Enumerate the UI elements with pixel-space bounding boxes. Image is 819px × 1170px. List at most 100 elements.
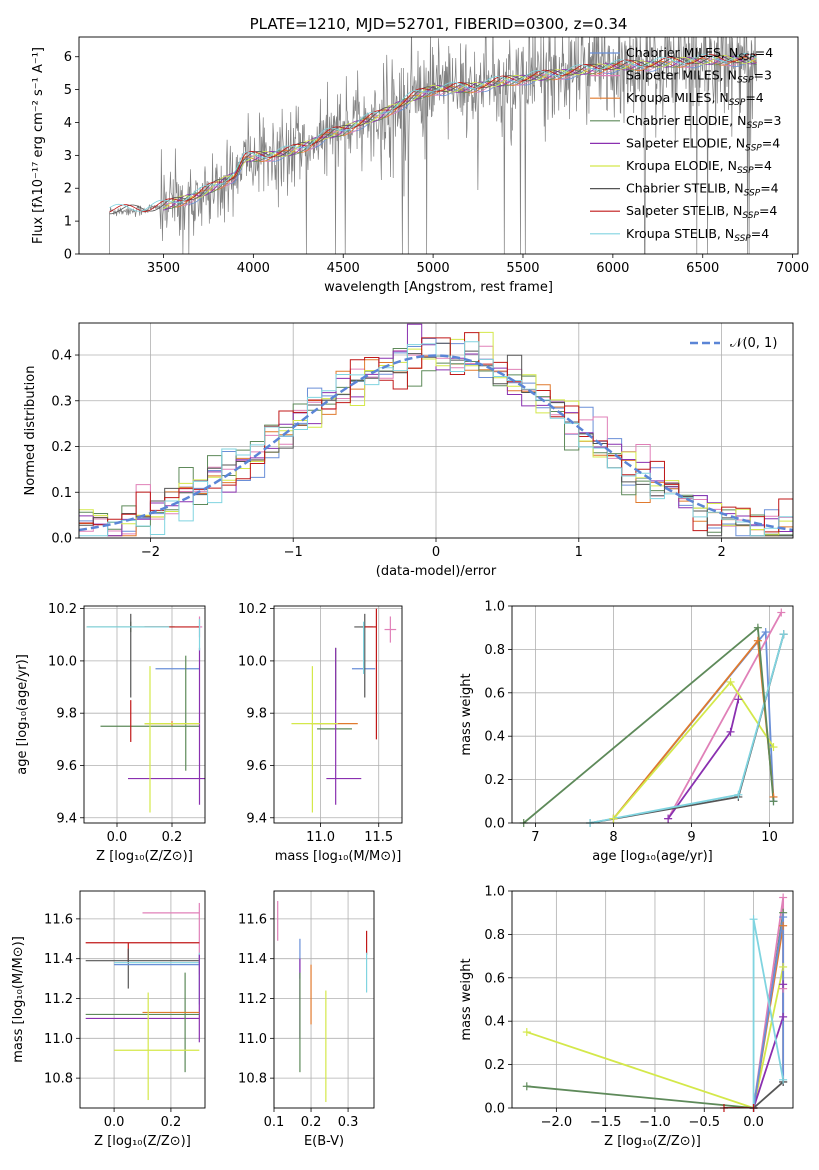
x-axis-label: wavelength [Angstrom, rest frame]	[324, 280, 553, 295]
y-tick-label: 11.4	[44, 952, 73, 967]
x-tick-label: 4500	[327, 261, 360, 276]
x-tick-label: −0.5	[688, 1115, 720, 1130]
legend-entry: Kroupa STELIB, NSSP=4	[626, 226, 769, 244]
axes-frame	[511, 890, 794, 1109]
data-spectrum-line	[109, 37, 758, 254]
y-tick-label: 1.0	[484, 885, 505, 900]
x-tick-label: −1.5	[590, 1115, 622, 1130]
series-line	[612, 680, 775, 820]
y-axis-label: Normed distribution	[23, 366, 38, 496]
axes-frame	[79, 890, 206, 1109]
y-tick-label: 0.2	[51, 440, 72, 455]
y-tick-label: 0.8	[484, 928, 505, 943]
plot-area	[109, 37, 758, 254]
axes-age-vs-z: 0.0 0.2 9.4 9.6 9.8 10.0 10.2 Z [log₁₀(Z/Z⊙)] ag…	[15, 602, 206, 864]
y-tick-label: 10.2	[238, 602, 267, 617]
y-tick-label: 0.8	[484, 643, 505, 658]
y-tick-label: 9.8	[246, 707, 267, 722]
model-line	[109, 53, 757, 213]
y-tick-label: 0.3	[51, 394, 72, 409]
x-tick-label: −2.0	[541, 1115, 573, 1130]
y-tick-label: 0	[64, 248, 72, 263]
y-tick-label: 6	[64, 50, 72, 65]
x-tick-label: 0.2	[301, 1115, 322, 1130]
x-axis-label: age [log₁₀(age/yr)]	[592, 849, 713, 864]
axes-mass-weight-vs-age: 7 8 9 10 0.0 0.2 0.4 0.6 0.8 1.0 age [log₁₀(age/yr…	[459, 600, 794, 864]
y-tick-label: 0.2	[484, 773, 505, 788]
y-tick-label: 3	[64, 149, 72, 164]
x-tick-label: −1	[284, 545, 303, 560]
x-tick-label: −2	[141, 545, 160, 560]
y-tick-label: 11.4	[238, 952, 267, 967]
y-tick-label: 0.0	[51, 532, 72, 547]
y-tick-label: 11.6	[238, 912, 267, 927]
y-tick-label: 1.0	[484, 600, 505, 615]
x-tick-label: 2	[717, 545, 725, 560]
model-line	[109, 53, 757, 212]
x-tick-label: 6000	[596, 261, 629, 276]
x-tick-label: 11.5	[364, 830, 393, 845]
plot-area	[85, 902, 200, 1101]
legend-entry: Salpeter MILES, NSSP=3	[626, 68, 772, 86]
y-tick-label: 5	[64, 83, 72, 98]
axes-frame	[273, 605, 403, 824]
axes-frame	[511, 605, 794, 824]
axes-residuals: −2 −1 0 1 2 0.0 0.1 0.2 0.3 0.4 𝒩(0, 1) (data-model…	[23, 322, 794, 579]
y-tick-label: 10.2	[48, 602, 77, 617]
axes-frame	[78, 36, 799, 255]
y-axis-label: mass [log₁₀(M/M⊙)]	[11, 936, 26, 1063]
y-tick-label: 9.4	[246, 811, 267, 826]
y-tick-label: 11.2	[44, 992, 73, 1007]
x-tick-label: 9	[687, 830, 695, 845]
series-line	[526, 966, 785, 1108]
y-tick-label: 0.6	[484, 971, 505, 986]
y-axis-label: mass weight	[459, 673, 474, 755]
plot-area	[291, 608, 397, 813]
y-tick-label: 0.0	[484, 1102, 505, 1117]
x-tick-label: 1	[575, 545, 583, 560]
x-tick-label: 0.0	[104, 1115, 125, 1130]
x-axis-label: (data-model)/error	[376, 564, 497, 579]
y-tick-label: 4	[64, 116, 72, 131]
y-tick-label: 0.1	[51, 486, 72, 501]
y-tick-label: 11.0	[44, 1032, 73, 1047]
x-tick-label: 7000	[776, 261, 809, 276]
y-tick-label: 9.4	[56, 811, 77, 826]
plot-area	[523, 612, 785, 823]
x-tick-label: 8	[609, 830, 617, 845]
x-tick-label: 6500	[686, 261, 719, 276]
y-tick-label: 10.0	[238, 654, 267, 669]
y-tick-label: 10.8	[44, 1072, 73, 1087]
x-tick-label: 0.0	[107, 830, 128, 845]
legend-entry: Kroupa ELODIE, NSSP=4	[626, 158, 772, 176]
x-tick-label: 0.1	[264, 1115, 285, 1130]
x-tick-label: 5500	[506, 261, 539, 276]
model-line	[109, 54, 757, 215]
legend-entry: Salpeter ELODIE, NSSP=4	[626, 135, 780, 153]
model-line	[163, 55, 757, 210]
legend-entry: Chabrier MILES, NSSP=4	[626, 45, 773, 63]
legend-entry: 𝒩(0, 1)	[730, 336, 777, 351]
x-tick-label: 0.2	[162, 830, 183, 845]
legend-entry: Kroupa MILES, NSSP=4	[626, 90, 764, 108]
y-tick-label: 2	[64, 182, 72, 197]
x-tick-label: 5000	[417, 261, 450, 276]
x-tick-label: 11.0	[306, 830, 335, 845]
y-axis-label: mass weight	[459, 958, 474, 1040]
y-axis-label: Flux [fλ10⁻¹⁷ erg cm⁻² s⁻¹ A⁻¹]	[31, 47, 46, 244]
axes-mass-vs-z: 0.0 0.2 10.8 11.0 11.2 11.4 11.6 Z [log₁₀(Z/Z⊙)…	[11, 890, 206, 1149]
y-tick-label: 0.2	[484, 1058, 505, 1073]
x-tick-label: 10	[761, 830, 778, 845]
y-axis-label: age [log₁₀(age/yr)]	[15, 654, 30, 775]
y-tick-label: 11.0	[238, 1032, 267, 1047]
axes-mass-vs-ebv: 0.1 0.2 0.3 10.8 11.0 11.2 11.4 11.6 E(B-V)	[238, 890, 375, 1149]
legend-entry: Salpeter STELIB, NSSP=4	[626, 203, 777, 221]
axes-spectrum: 3500 4000 4500 5000 5500 6000 6500 7000 0 1 2 3 4 5 6 P…	[31, 15, 809, 295]
legend-entry: Chabrier STELIB, NSSP=4	[626, 181, 779, 199]
y-tick-label: 11.2	[238, 992, 267, 1007]
histogram-series	[79, 342, 793, 537]
y-tick-label: 9.8	[56, 707, 77, 722]
x-tick-label: 0.2	[161, 1115, 182, 1130]
x-axis-label: E(B-V)	[304, 1134, 344, 1149]
y-tick-label: 0.4	[484, 730, 505, 745]
